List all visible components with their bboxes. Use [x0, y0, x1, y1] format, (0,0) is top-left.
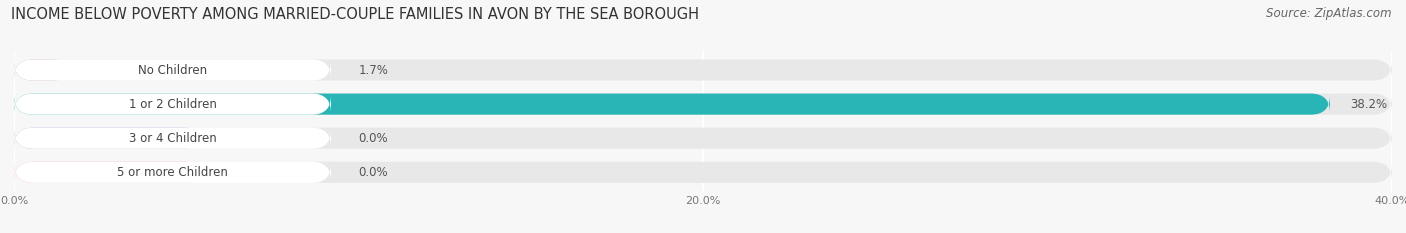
Text: 0.0%: 0.0% — [359, 166, 388, 179]
Text: 1.7%: 1.7% — [359, 64, 388, 76]
Text: 5 or more Children: 5 or more Children — [117, 166, 228, 179]
FancyBboxPatch shape — [14, 59, 1392, 81]
FancyBboxPatch shape — [14, 128, 330, 149]
Text: INCOME BELOW POVERTY AMONG MARRIED-COUPLE FAMILIES IN AVON BY THE SEA BOROUGH: INCOME BELOW POVERTY AMONG MARRIED-COUPL… — [11, 7, 699, 22]
FancyBboxPatch shape — [14, 93, 1330, 115]
Text: No Children: No Children — [138, 64, 207, 76]
Text: 3 or 4 Children: 3 or 4 Children — [128, 132, 217, 145]
FancyBboxPatch shape — [14, 59, 330, 81]
FancyBboxPatch shape — [14, 93, 330, 115]
Text: 0.0%: 0.0% — [359, 132, 388, 145]
FancyBboxPatch shape — [14, 162, 1392, 183]
FancyBboxPatch shape — [14, 128, 204, 149]
FancyBboxPatch shape — [14, 59, 73, 81]
FancyBboxPatch shape — [14, 128, 1392, 149]
FancyBboxPatch shape — [14, 93, 1392, 115]
Text: 38.2%: 38.2% — [1351, 98, 1388, 111]
FancyBboxPatch shape — [14, 162, 330, 183]
Text: 1 or 2 Children: 1 or 2 Children — [128, 98, 217, 111]
FancyBboxPatch shape — [14, 162, 204, 183]
Text: Source: ZipAtlas.com: Source: ZipAtlas.com — [1267, 7, 1392, 20]
